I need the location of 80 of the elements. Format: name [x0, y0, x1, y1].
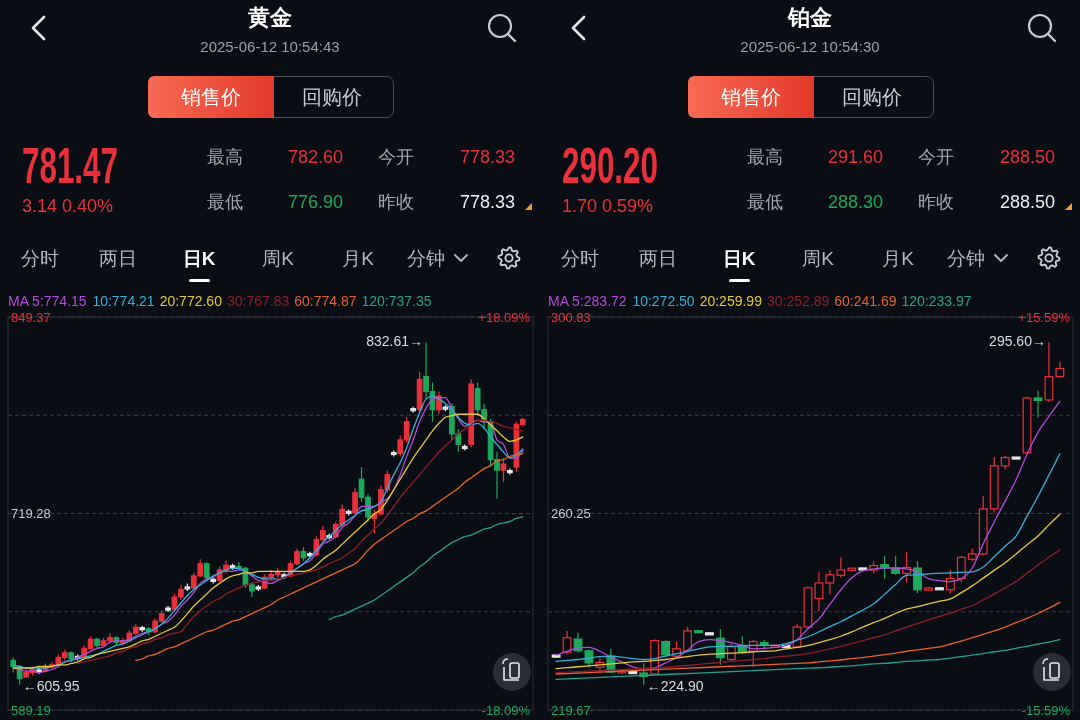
text: 782.60	[288, 147, 344, 167]
text: 60:774.87	[294, 293, 357, 309]
text: 日K	[182, 247, 216, 269]
text: 最高	[207, 147, 243, 167]
annotation: 295.60→	[989, 333, 1046, 350]
text: 778.33	[460, 192, 516, 212]
text: 781.47	[22, 137, 119, 195]
chart-title: 黄金	[247, 4, 292, 30]
chart-subtitle: 2025-06-12 10:54:30	[740, 37, 880, 55]
text: 10:774.21	[92, 293, 155, 309]
text: 776.90	[288, 192, 344, 212]
chart-title: 铂金	[787, 4, 832, 30]
text: 今开	[918, 147, 954, 167]
candlestick	[500, 457, 507, 483]
text: 288.50	[1000, 192, 1056, 212]
text: 月K	[882, 247, 915, 269]
text: 20:259.99	[699, 293, 763, 309]
text: 最低	[207, 192, 243, 212]
text: 两日	[639, 247, 677, 269]
candlestick	[562, 630, 572, 655]
candlestick	[1044, 341, 1054, 403]
line-series	[328, 516, 524, 621]
text: 最高	[747, 147, 783, 167]
text: 3.14 0.40%	[22, 196, 114, 216]
text: MA 5:774.15	[8, 293, 87, 309]
y2-tick-label: +15.59%	[1018, 309, 1071, 325]
candlestick	[352, 487, 358, 515]
text: 昨收	[378, 192, 414, 212]
text: 20:772.60	[159, 293, 223, 309]
text: 778.33	[460, 147, 516, 167]
text: 120:737.35	[361, 293, 432, 309]
y-tick-label: 300.83	[551, 309, 591, 325]
text: 10:272.50	[632, 293, 695, 309]
text: 分时	[561, 247, 599, 269]
text: 分时	[21, 247, 59, 269]
text: 30:767.83	[226, 293, 290, 309]
text: 月K	[342, 247, 375, 269]
text: 30:252.89	[766, 293, 830, 309]
candlestick	[814, 571, 824, 612]
line-series	[555, 549, 1061, 674]
text: 回购价	[842, 86, 902, 108]
annotation: ←224.90	[646, 677, 704, 694]
candlestick	[825, 569, 835, 596]
text: 288.50	[1000, 147, 1056, 167]
text: 120:233.97	[901, 293, 972, 309]
annotation: 832.61→	[366, 333, 424, 350]
text: 回购价	[302, 86, 362, 108]
annotation: ←605.95	[22, 677, 80, 694]
y2-tick-label: +18.09%	[478, 309, 531, 325]
text: 最低	[747, 192, 783, 212]
line-series	[135, 452, 524, 662]
text: 分钟	[947, 247, 985, 269]
candlestick	[836, 556, 846, 579]
text: 60:241.69	[834, 293, 897, 309]
y-tick-label: 219.67	[551, 702, 591, 718]
candlestick	[956, 555, 966, 584]
candlestick	[913, 560, 922, 594]
text: 周K	[802, 247, 835, 269]
chart-subtitle: 2025-06-12 10:54:43	[200, 37, 340, 55]
text: 昨收	[918, 192, 954, 212]
text: 290.20	[562, 137, 659, 195]
text: 分钟	[407, 247, 445, 269]
y-tick-label: 719.28	[11, 506, 51, 521]
y-tick-label: 260.25	[551, 506, 591, 521]
text: 291.60	[828, 147, 884, 167]
text: 日K	[722, 247, 756, 269]
y-tick-label: 589.19	[11, 702, 51, 718]
text: MA 5:283.72	[548, 293, 627, 309]
text: 1.70 0.59%	[562, 196, 654, 216]
text: 销售价	[180, 86, 241, 108]
y2-tick-label: -18.09%	[481, 702, 531, 718]
text: 周K	[262, 247, 295, 269]
text: 两日	[99, 247, 137, 269]
line-series	[555, 638, 1061, 680]
y2-tick-label: -15.59%	[1021, 702, 1071, 718]
text: 销售价	[720, 86, 781, 108]
text: 288.30	[828, 192, 884, 212]
candlestick	[1033, 390, 1043, 418]
y-tick-label: 849.37	[11, 309, 51, 325]
text: 今开	[378, 147, 414, 167]
